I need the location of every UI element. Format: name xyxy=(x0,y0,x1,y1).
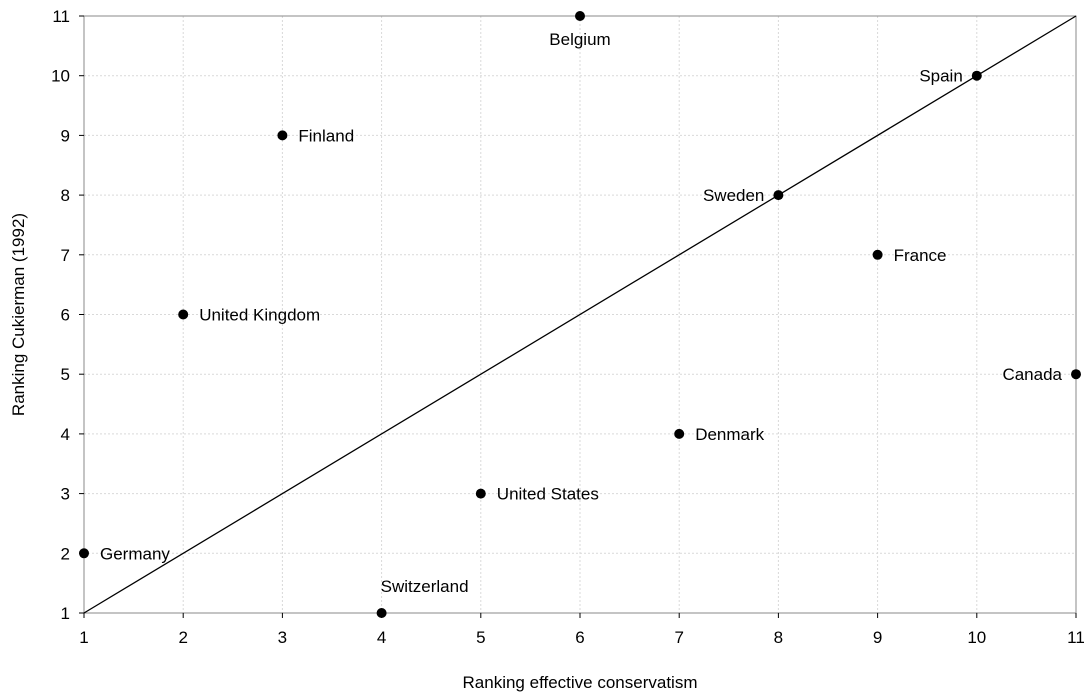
y-tick-label: 4 xyxy=(61,425,70,444)
x-axis-title: Ranking effective conservatism xyxy=(463,673,698,692)
y-tick-label: 2 xyxy=(61,544,70,563)
data-point xyxy=(674,428,685,439)
data-point-label: Denmark xyxy=(695,425,764,444)
y-tick-label: 10 xyxy=(51,67,70,86)
data-point-label: United Kingdom xyxy=(199,306,320,325)
x-tick-label: 3 xyxy=(278,628,287,647)
x-tick-label: 2 xyxy=(178,628,187,647)
data-point xyxy=(1071,369,1081,380)
data-point xyxy=(773,190,784,201)
y-tick-label: 9 xyxy=(61,126,70,145)
x-tick-label: 10 xyxy=(967,628,986,647)
y-axis-ticks: 1 2 3 4 5 6 7 8 9 10 11 xyxy=(51,7,84,623)
x-tick-label: 9 xyxy=(873,628,882,647)
y-tick-label: 7 xyxy=(61,246,70,265)
data-point-label: Germany xyxy=(100,544,170,563)
data-point-label: Finland xyxy=(298,126,354,145)
reference-line xyxy=(83,15,1077,614)
y-tick-label: 6 xyxy=(61,306,70,325)
y-tick-label: 1 xyxy=(61,604,70,623)
data-point-label: United States xyxy=(497,485,599,504)
data-point-label: Switzerland xyxy=(381,577,469,596)
data-point xyxy=(178,309,189,320)
data-point xyxy=(872,249,883,260)
y-tick-label: 8 xyxy=(61,186,70,205)
x-tick-label: 5 xyxy=(476,628,485,647)
x-tick-label: 8 xyxy=(774,628,783,647)
data-point-label: Belgium xyxy=(549,30,610,49)
data-point xyxy=(971,70,982,81)
data-point-label: Sweden xyxy=(703,186,764,205)
y-tick-label: 3 xyxy=(61,485,70,504)
y-tick-label: 5 xyxy=(61,365,70,384)
data-points: Germany United Kingdom Finland Switzerland U… xyxy=(79,11,1081,618)
x-tick-label: 11 xyxy=(1067,628,1085,647)
y-tick-label: 11 xyxy=(52,7,70,26)
x-axis-ticks: 1 2 3 4 5 6 7 8 9 10 11 xyxy=(79,613,1085,647)
data-point-label: France xyxy=(894,246,947,265)
x-tick-label: 4 xyxy=(377,628,386,647)
data-point xyxy=(277,130,288,141)
data-point-label: Spain xyxy=(919,67,962,86)
x-tick-label: 1 xyxy=(79,628,88,647)
data-point xyxy=(575,11,585,21)
data-point-label: Canada xyxy=(1002,365,1062,384)
y-axis-title: Ranking Cukierman (1992) xyxy=(9,213,28,416)
x-tick-label: 6 xyxy=(575,628,584,647)
data-point xyxy=(376,608,387,618)
data-point xyxy=(475,488,486,499)
x-tick-label: 7 xyxy=(674,628,683,647)
data-point xyxy=(79,548,89,559)
